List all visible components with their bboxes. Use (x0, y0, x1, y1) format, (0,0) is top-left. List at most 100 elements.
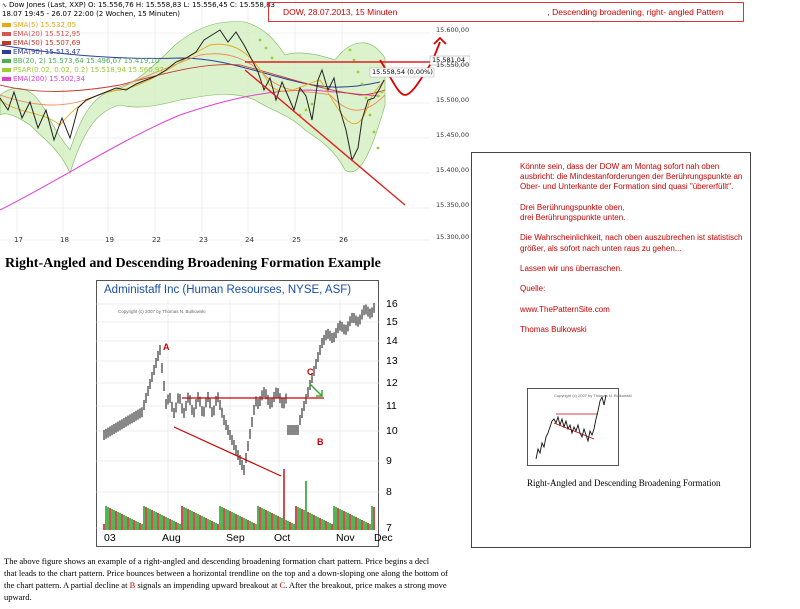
note-line: drei Berührungspunkte unten. (520, 213, 626, 222)
example-y-tick: 7 (386, 522, 392, 534)
example-copyright: Copyright (c) 2007 by Thomas N. Bulkowsk… (118, 309, 206, 314)
legend-label: EMA(50) 15.507,69 (13, 39, 81, 47)
volume-bar (133, 520, 135, 530)
volume-bar (287, 521, 289, 530)
volume-bar (365, 522, 367, 530)
volume-bar (121, 514, 123, 530)
legend-label: EMA(90) 15.513,47 (13, 48, 81, 56)
volume-bar (181, 506, 183, 530)
volume-bar (187, 509, 189, 530)
volume-bar (147, 508, 149, 530)
volume-bar (271, 513, 273, 530)
volume-bar (199, 515, 201, 530)
change-tag: 15.558,54 (0,00%) (372, 68, 433, 76)
example-support-line (173, 426, 282, 477)
legend-swatch (2, 32, 11, 36)
volume-bar (301, 509, 303, 530)
note-box: Könnte sein, dass der DOW am Montag sofo… (471, 152, 751, 548)
volume-bar (309, 513, 311, 530)
x-tick-label: 24 (245, 236, 254, 244)
volume-bar (227, 510, 229, 530)
volume-bar (163, 516, 165, 530)
volume-bar (205, 518, 207, 530)
change-tag-box (369, 67, 435, 78)
volume-bar (341, 510, 343, 530)
note-line: Thomas Bulkowski (520, 325, 587, 335)
description-line-3: the chart pattern. A partial decline at … (4, 580, 447, 591)
ema200-line (0, 89, 381, 211)
y-tick-label: 15.500,00 (436, 96, 470, 104)
volume-bar (129, 518, 131, 530)
volume-bar (345, 512, 347, 530)
legend-item: EMA(200) 15.502,34 (2, 75, 85, 84)
volume-bar (247, 520, 249, 530)
volume-bar (317, 517, 319, 530)
price-tag: 15.581,04 (432, 56, 466, 64)
note-line: Ober- und Unterkante der Formation sind … (520, 182, 734, 192)
volume-bar (351, 515, 353, 530)
volume-bar (185, 508, 187, 530)
example-chart: Administaff Inc (Human Resourses, NYSE, … (96, 280, 408, 548)
desc-text: the chart pattern. A partial decline at (4, 580, 130, 590)
volume-bar (131, 519, 133, 530)
volume-bar (319, 518, 321, 530)
volume-bar (253, 523, 255, 530)
thumbnail-caption: Right-Angled and Descending Broadening F… (527, 478, 721, 488)
x-tick-label: 25 (292, 236, 301, 244)
volume-bar (259, 507, 261, 530)
x-tick-label: 22 (152, 236, 161, 244)
volume-bar (159, 514, 161, 530)
legend-swatch (2, 68, 11, 72)
volume-bar (167, 518, 169, 530)
volume-bar (149, 509, 151, 530)
forecast-curve (379, 59, 433, 96)
volume-bar (363, 521, 365, 530)
volume-bar (373, 507, 375, 530)
legend-item: EMA(50) 15.507,69 (2, 39, 80, 48)
volume-bar (221, 507, 223, 530)
volume-bar (255, 524, 257, 530)
legend-swatch (2, 50, 11, 54)
volume-bar (235, 514, 237, 530)
note-line: Drei Berührungspunkte oben, (520, 202, 625, 212)
volume-bar (275, 515, 277, 530)
price-line (0, 29, 385, 162)
volume-bar (263, 509, 265, 530)
volume-bar (257, 506, 259, 530)
volume-bar (225, 509, 227, 530)
ema90-line (0, 44, 381, 88)
chart-symbol-icon: ∿ (2, 2, 9, 9)
volume-bar (143, 506, 145, 530)
note-line: größer, als sofort nach unten raus zu ge… (520, 243, 682, 253)
volume-bar (299, 508, 301, 530)
note-line: Quelle: (520, 284, 546, 294)
volume-bar (297, 507, 299, 530)
volume-bar (277, 516, 279, 530)
ema50-line (0, 64, 386, 96)
note-line: ausbricht: die Mindestanforderungen der … (520, 172, 743, 182)
note-line: Könnte sein, dass der DOW am Montag sofo… (520, 162, 720, 171)
volume-bar (113, 510, 115, 530)
volume-bar (211, 521, 213, 530)
volume-bar (335, 507, 337, 530)
volume-bar (231, 512, 233, 530)
volume-bar (155, 512, 157, 530)
example-y-tick: 14 (386, 335, 398, 347)
volume-bar (323, 520, 325, 530)
volume-bar (119, 513, 121, 530)
chart-title-box: DOW, 28.07.2013, 15 Minuten , Descending … (268, 2, 744, 22)
thumbnail-canvas (535, 394, 607, 460)
volume-bar (157, 513, 159, 530)
volume-bar (183, 507, 185, 530)
sma5-line (0, 43, 386, 126)
volume-bar (105, 506, 107, 530)
example-x-tick: 03 (104, 532, 116, 544)
example-x-tick: Sep (226, 532, 245, 544)
note-line: www.ThePatternSite.com (520, 304, 610, 314)
volume-bar (321, 519, 323, 530)
ema20-line (0, 53, 386, 111)
chart-ohlc-text: Dow Jones (Last, XXP) O: 15.556,76 H: 15… (8, 1, 276, 9)
volume-bar (165, 517, 167, 530)
section-heading: Right-Angled and Descending Broadening F… (5, 256, 381, 271)
volume-bar (327, 522, 329, 530)
